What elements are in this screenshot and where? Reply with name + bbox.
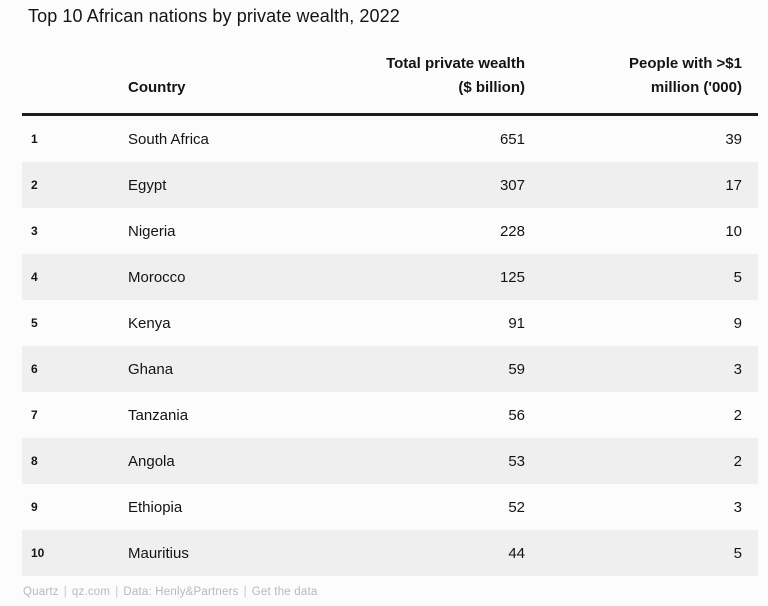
table-row: 8 Angola 53 2 — [22, 438, 758, 484]
header-people-line1: People with >$1 — [629, 55, 742, 72]
wealth-cell: 651 — [499, 130, 525, 148]
wealth-cell: 228 — [499, 222, 525, 240]
header-rank — [22, 52, 128, 116]
table-row: 4 Morocco 125 5 — [22, 254, 758, 300]
table-row: 9 Ethiopia 52 3 — [22, 484, 758, 530]
people-cell: 2 — [733, 406, 742, 424]
wealth-cell: 125 — [499, 268, 525, 286]
get-the-data-link[interactable]: Get the data — [251, 586, 318, 598]
table-row: 10 Mauritius 44 5 — [22, 530, 758, 576]
people-cell: 3 — [733, 360, 742, 378]
header-total-private-wealth: Total private wealth ($ billion) — [325, 52, 525, 116]
header-country: Country — [128, 52, 325, 116]
wealth-cell: 53 — [508, 452, 525, 470]
people-cell: 10 — [725, 222, 742, 240]
table-header: Country Total private wealth ($ billion)… — [22, 52, 758, 116]
people-cell: 3 — [733, 498, 742, 516]
rank-cell: 7 — [31, 408, 38, 422]
table-body: 1 South Africa 651 39 2 Egypt 307 17 3 Nigeria 228… — [22, 115, 758, 576]
country-cell: Ethiopia — [128, 498, 183, 516]
header-wealth-line1: Total private wealth — [386, 55, 525, 72]
brand-label: Quartz — [23, 586, 59, 598]
site-link[interactable]: qz.com — [71, 586, 111, 598]
wealth-cell: 56 — [508, 406, 525, 424]
rank-cell: 10 — [31, 546, 45, 560]
people-cell: 5 — [733, 268, 742, 286]
rank-cell: 3 — [31, 224, 38, 238]
wealth-cell: 59 — [508, 360, 525, 378]
rank-cell: 9 — [31, 500, 38, 514]
country-cell: Ghana — [128, 360, 174, 378]
country-cell: Tanzania — [128, 406, 189, 424]
country-cell: Egypt — [128, 176, 167, 194]
table-row: 7 Tanzania 56 2 — [22, 392, 758, 438]
people-cell: 39 — [725, 130, 742, 148]
rank-cell: 8 — [31, 454, 38, 468]
people-cell: 17 — [725, 176, 742, 194]
wealth-table: Country Total private wealth ($ billion)… — [22, 52, 758, 576]
people-cell: 5 — [733, 544, 742, 562]
wealth-cell: 52 — [508, 498, 525, 516]
wealth-cell: 44 — [508, 544, 525, 562]
rank-cell: 5 — [31, 316, 38, 330]
footer-separator: | — [115, 586, 119, 598]
country-cell: Mauritius — [128, 544, 189, 562]
rank-cell: 4 — [31, 270, 38, 284]
header-people-line2: million ('000) — [650, 79, 742, 96]
wealth-cell: 307 — [499, 176, 525, 194]
wealth-cell: 91 — [508, 314, 525, 332]
table-row: 1 South Africa 651 39 — [22, 115, 758, 163]
rank-cell: 2 — [31, 178, 38, 192]
header-wealth-line2: ($ billion) — [458, 79, 525, 96]
data-credit: Data: Henly&Partners — [123, 586, 239, 598]
rank-cell: 6 — [31, 362, 38, 376]
country-cell: Angola — [128, 452, 175, 470]
table-row: 5 Kenya 91 9 — [22, 300, 758, 346]
page-title: Top 10 African nations by private wealth… — [28, 6, 400, 26]
country-cell: Kenya — [128, 314, 171, 332]
country-cell: South Africa — [128, 130, 209, 148]
table-row: 3 Nigeria 228 10 — [22, 208, 758, 254]
country-cell: Morocco — [128, 268, 186, 286]
footer-separator: | — [243, 586, 247, 598]
people-cell: 2 — [733, 452, 742, 470]
attribution-footer: Quartz | qz.com | Data: Henly&Partners | Get t… — [23, 586, 768, 598]
table-header-row: Country Total private wealth ($ billion)… — [22, 52, 758, 116]
header-people-millionaires: People with >$1 million ('000) — [525, 52, 758, 116]
footer-separator: | — [63, 586, 67, 598]
table-row: 2 Egypt 307 17 — [22, 162, 758, 208]
rank-cell: 1 — [31, 132, 38, 146]
people-cell: 9 — [733, 314, 742, 332]
country-cell: Nigeria — [128, 222, 176, 240]
table-row: 6 Ghana 59 3 — [22, 346, 758, 392]
